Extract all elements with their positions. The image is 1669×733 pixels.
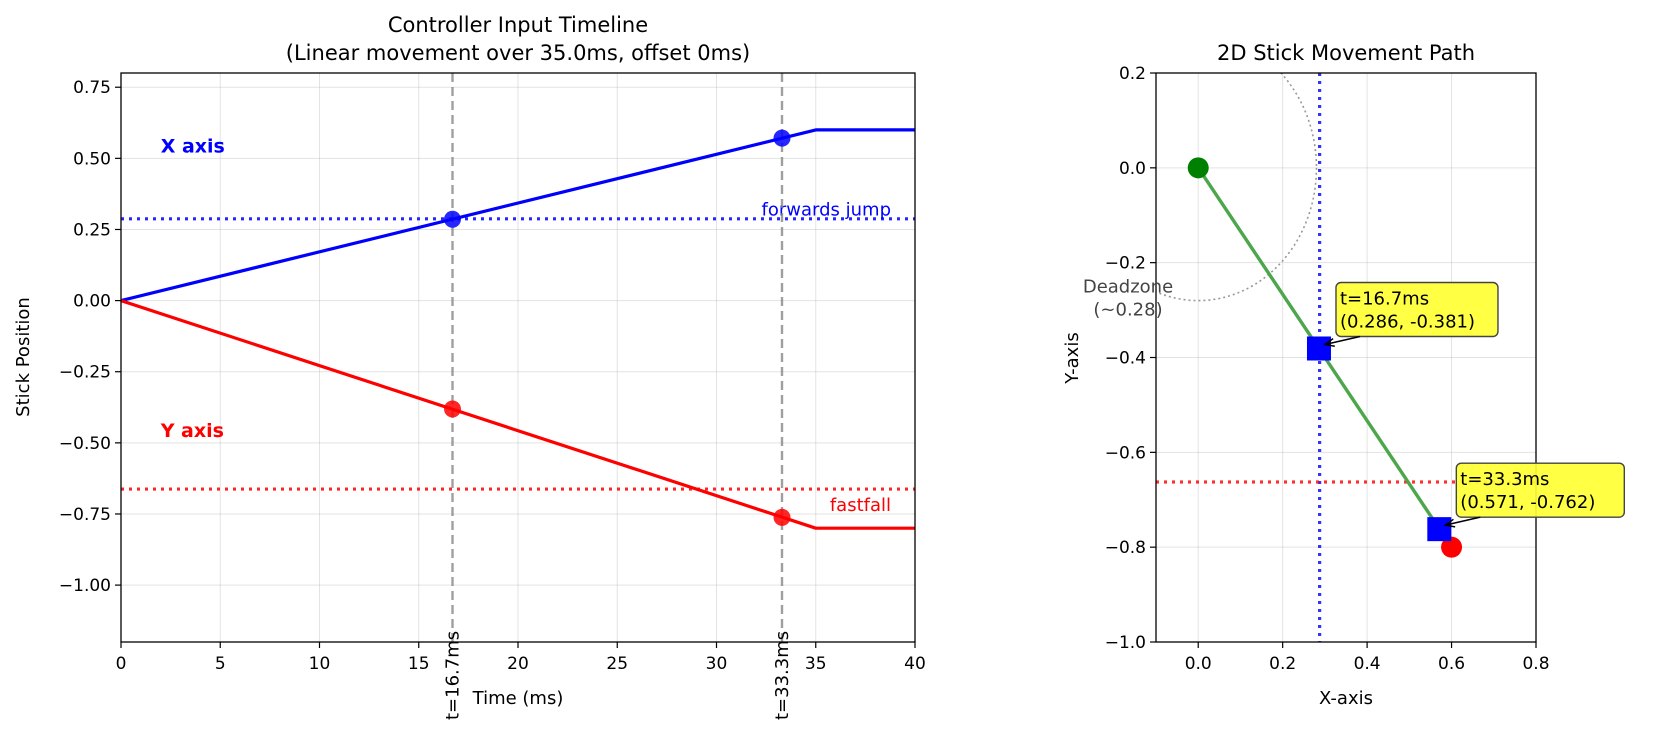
deadzone-radius-label: (~0.28) xyxy=(1093,299,1162,320)
threshold-label: forwards jump xyxy=(762,199,891,220)
stick-path-annotations: Deadzone(~0.28) t=16.7ms(0.286, -0.381) t=… xyxy=(1083,157,1626,558)
annotation-arrow xyxy=(1445,516,1481,526)
timeline-ytick-label: 0.00 xyxy=(73,292,111,312)
stick-path-ytick-label: −0.6 xyxy=(1105,443,1146,463)
annotation-arrow xyxy=(1324,335,1361,346)
stick-path-xtick-label: 0.6 xyxy=(1438,654,1465,674)
sample-annotation-box xyxy=(1335,281,1499,338)
sample-marker xyxy=(443,210,461,228)
deadzone-label: Deadzone xyxy=(1083,276,1173,297)
sample-annotation-time: t=33.3ms xyxy=(1460,469,1549,490)
stick-path-xtick-label: 0.4 xyxy=(1354,654,1381,674)
timeline-ytick-label: 0.75 xyxy=(73,78,111,98)
timeline-title: Controller Input Timeline xyxy=(388,13,648,37)
sample-annotation-coords: (0.286, -0.381) xyxy=(1340,311,1475,332)
timeline-ytick-label: −0.50 xyxy=(59,434,111,454)
stick-path-ytick-label: −0.4 xyxy=(1105,349,1146,369)
start-point xyxy=(1187,157,1209,179)
timeline-ylabel: Stick Position xyxy=(13,297,34,417)
sample-annotation-coords: (0.571, -0.762) xyxy=(1460,492,1595,513)
sample-annotation-box xyxy=(1455,462,1626,518)
deadzone-circle xyxy=(1156,73,1318,302)
timeline-xtick-label: 0 xyxy=(116,654,127,674)
timeline-xtick-label: 35 xyxy=(805,654,827,674)
stick-path-ytick-label: 0.0 xyxy=(1119,159,1146,179)
stick-path-ytick-label: −1.0 xyxy=(1105,633,1146,653)
end-point xyxy=(1441,536,1463,558)
timeline-chart: Controller Input Timeline (Linear moveme… xyxy=(13,13,926,720)
timeline-xtick-label: 30 xyxy=(706,654,728,674)
stick-path-xtick-label: 0.8 xyxy=(1522,654,1549,674)
timeline-ytick-label: 0.50 xyxy=(73,149,111,169)
stick-path-ticks: 0.0 0.2 0.4 0.6 0.8 0.2 0.0 −0.2 −0.4 −0.6 −0.8 −1.… xyxy=(1105,64,1550,674)
time-marker-label: t=33.3ms xyxy=(772,631,793,720)
stick-path-title: 2D Stick Movement Path xyxy=(1217,41,1475,65)
series-line-x-axis xyxy=(120,128,915,303)
timeline-ytick-label: −1.00 xyxy=(59,576,111,596)
sample-square xyxy=(1427,517,1452,542)
sample-marker xyxy=(443,400,461,418)
series-label: Y axis xyxy=(160,420,224,442)
timeline-subtitle: (Linear movement over 35.0ms, offset 0ms… xyxy=(286,41,750,65)
timeline-xtick-label: 25 xyxy=(606,654,628,674)
timeline-xtick-label: 20 xyxy=(507,654,529,674)
timeline-plot-area: forwards jump fastfall t=16.7ms t=33.3ms X a… xyxy=(120,73,915,720)
stick-path-ytick-label: 0.2 xyxy=(1119,64,1146,84)
timeline-ticks: 0 5 10 15 20 25 30 35 40 0.75 0.50 0.25 0.00 −0.25 −0.… xyxy=(59,78,926,674)
annotation-arrowhead xyxy=(1443,518,1456,528)
series-line-y-axis xyxy=(120,299,915,530)
timeline-xtick-label: 15 xyxy=(408,654,430,674)
time-marker-label: t=16.7ms xyxy=(442,631,463,720)
sample-square xyxy=(1306,336,1331,361)
annotation-arrowhead xyxy=(1323,338,1335,347)
stick-path-xlabel: X-axis xyxy=(1319,688,1373,709)
stick-path-ylabel: Y-axis xyxy=(1062,332,1083,384)
timeline-ytick-label: −0.25 xyxy=(59,363,111,383)
timeline-xtick-label: 40 xyxy=(904,654,926,674)
stick-path-chart: 2D Stick Movement Path 0.0 0.2 0.4 0.6 0.80.… xyxy=(1062,41,1626,709)
stick-path-ytick-label: −0.8 xyxy=(1105,538,1146,558)
timeline-xtick-label: 10 xyxy=(309,654,331,674)
stick-path-xtick-label: 0.0 xyxy=(1185,654,1212,674)
sample-annotation-time: t=16.7ms xyxy=(1340,288,1429,309)
timeline-ytick-label: −0.75 xyxy=(59,505,111,525)
timeline-ytick-label: 0.25 xyxy=(73,220,111,240)
stick-path-ytick-label: −0.2 xyxy=(1105,254,1146,274)
sample-marker xyxy=(773,129,791,147)
timeline-xtick-label: 5 xyxy=(215,654,226,674)
threshold-label: fastfall xyxy=(830,495,891,516)
sample-marker xyxy=(773,508,791,526)
stick-path-xtick-label: 0.2 xyxy=(1269,654,1296,674)
timeline-xlabel: Time (ms) xyxy=(472,688,564,709)
series-label: X axis xyxy=(161,136,225,158)
